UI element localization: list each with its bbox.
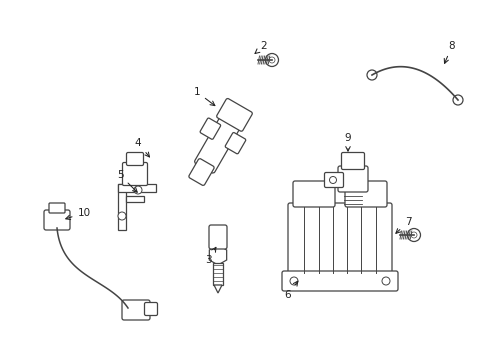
Circle shape <box>265 54 278 67</box>
Text: 4: 4 <box>134 138 149 157</box>
Circle shape <box>268 57 274 63</box>
FancyBboxPatch shape <box>194 116 240 173</box>
Circle shape <box>366 70 376 80</box>
FancyBboxPatch shape <box>282 271 397 291</box>
FancyBboxPatch shape <box>216 99 252 131</box>
Polygon shape <box>209 245 226 265</box>
Circle shape <box>381 277 389 285</box>
Text: 3: 3 <box>204 247 216 265</box>
FancyBboxPatch shape <box>345 181 386 207</box>
FancyBboxPatch shape <box>337 166 367 192</box>
Circle shape <box>407 229 420 242</box>
Circle shape <box>118 212 126 220</box>
Text: 10: 10 <box>65 208 90 220</box>
FancyBboxPatch shape <box>208 225 226 249</box>
Text: 7: 7 <box>395 217 410 233</box>
FancyBboxPatch shape <box>188 159 214 185</box>
Circle shape <box>289 277 297 285</box>
FancyBboxPatch shape <box>287 203 391 277</box>
FancyBboxPatch shape <box>126 153 143 166</box>
FancyBboxPatch shape <box>200 118 220 139</box>
Text: 9: 9 <box>344 133 350 151</box>
Circle shape <box>329 176 336 184</box>
FancyBboxPatch shape <box>225 132 245 154</box>
FancyBboxPatch shape <box>122 300 150 320</box>
FancyBboxPatch shape <box>341 153 364 170</box>
Polygon shape <box>214 285 222 293</box>
Text: 8: 8 <box>444 41 454 63</box>
Text: 6: 6 <box>284 281 297 300</box>
Text: 5: 5 <box>117 170 137 192</box>
Circle shape <box>452 95 462 105</box>
Text: 1: 1 <box>193 87 214 105</box>
Bar <box>118 184 126 230</box>
Bar <box>126 196 143 202</box>
Circle shape <box>134 186 142 194</box>
FancyBboxPatch shape <box>122 162 147 185</box>
Bar <box>118 184 156 192</box>
FancyBboxPatch shape <box>144 302 157 315</box>
Circle shape <box>410 232 416 238</box>
FancyBboxPatch shape <box>44 210 70 230</box>
FancyBboxPatch shape <box>324 172 343 188</box>
Text: 2: 2 <box>255 41 267 54</box>
FancyBboxPatch shape <box>49 203 65 213</box>
FancyBboxPatch shape <box>292 181 334 207</box>
Bar <box>213 263 223 285</box>
